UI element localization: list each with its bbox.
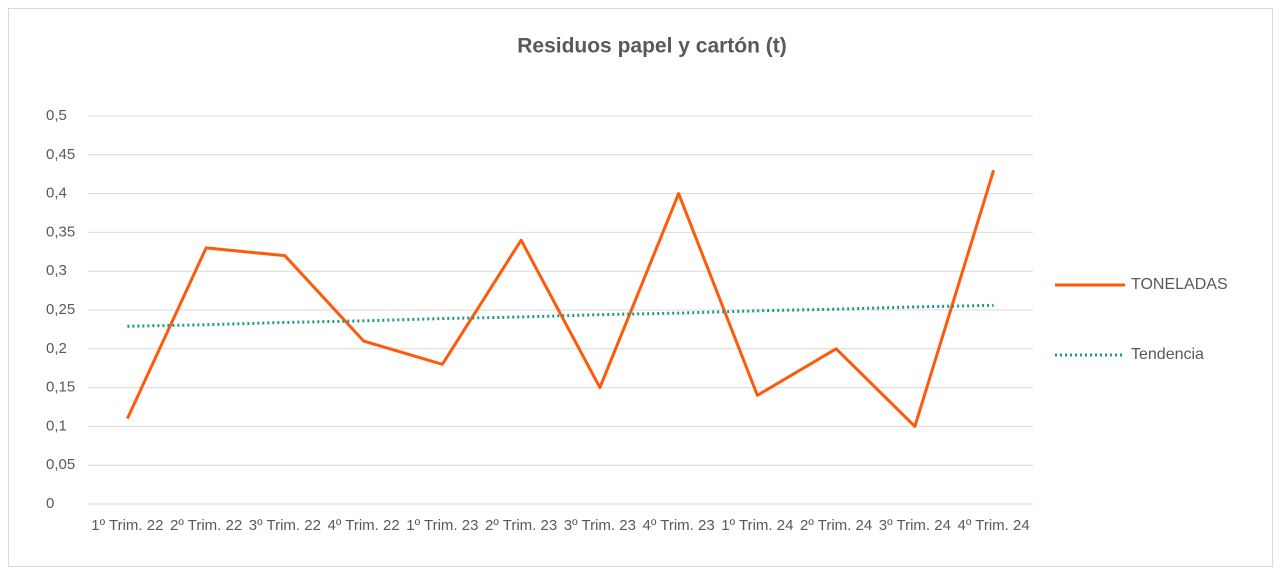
x-tick-label: 1º Trim. 22 (91, 517, 164, 534)
x-tick-label: 4º Trim. 23 (642, 517, 715, 534)
y-tick-label: 0,5 (46, 107, 67, 124)
chart-title: Residuos papel y cartón (t) (517, 35, 787, 58)
legend-label: Tendencia (1131, 346, 1204, 363)
legend-label: TONELADAS (1131, 276, 1228, 293)
y-tick-label: 0,05 (46, 456, 75, 473)
y-tick-label: 0,45 (46, 146, 75, 163)
y-tick-label: 0,2 (46, 340, 67, 357)
y-tick-label: 0,25 (46, 301, 75, 318)
x-tick-label: 2º Trim. 24 (800, 517, 873, 534)
x-tick-label: 3º Trim. 23 (563, 517, 636, 534)
x-tick-label: 4º Trim. 24 (957, 517, 1030, 534)
x-tick-label: 2º Trim. 23 (485, 517, 558, 534)
y-tick-label: 0,15 (46, 379, 75, 396)
y-tick-label: 0 (46, 495, 54, 512)
y-tick-label: 0,3 (46, 262, 67, 279)
series-line (126, 169, 996, 428)
x-tick-label: 1º Trim. 24 (721, 517, 794, 534)
x-tick-label: 1º Trim. 23 (406, 517, 479, 534)
y-tick-label: 0,1 (46, 417, 67, 434)
x-tick-label: 3º Trim. 22 (248, 517, 321, 534)
y-tick-label: 0,35 (46, 223, 75, 240)
y-tick-label: 0,4 (46, 185, 67, 202)
x-tick-label: 3º Trim. 24 (878, 517, 951, 534)
x-tick-label: 2º Trim. 22 (170, 517, 243, 534)
x-tick-label: 4º Trim. 22 (327, 517, 400, 534)
